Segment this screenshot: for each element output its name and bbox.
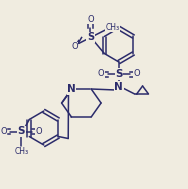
Text: O: O bbox=[87, 15, 94, 24]
Text: O: O bbox=[71, 42, 78, 51]
Text: S: S bbox=[115, 69, 123, 79]
Text: O: O bbox=[36, 127, 42, 136]
Text: S: S bbox=[87, 33, 94, 43]
Text: N: N bbox=[114, 82, 123, 92]
Text: CH₃: CH₃ bbox=[105, 23, 119, 32]
Text: CH₃: CH₃ bbox=[14, 147, 28, 156]
Text: O: O bbox=[0, 127, 7, 136]
Text: S: S bbox=[18, 126, 25, 136]
Text: N: N bbox=[67, 84, 76, 94]
Text: O: O bbox=[98, 70, 104, 78]
Text: O: O bbox=[133, 70, 140, 78]
